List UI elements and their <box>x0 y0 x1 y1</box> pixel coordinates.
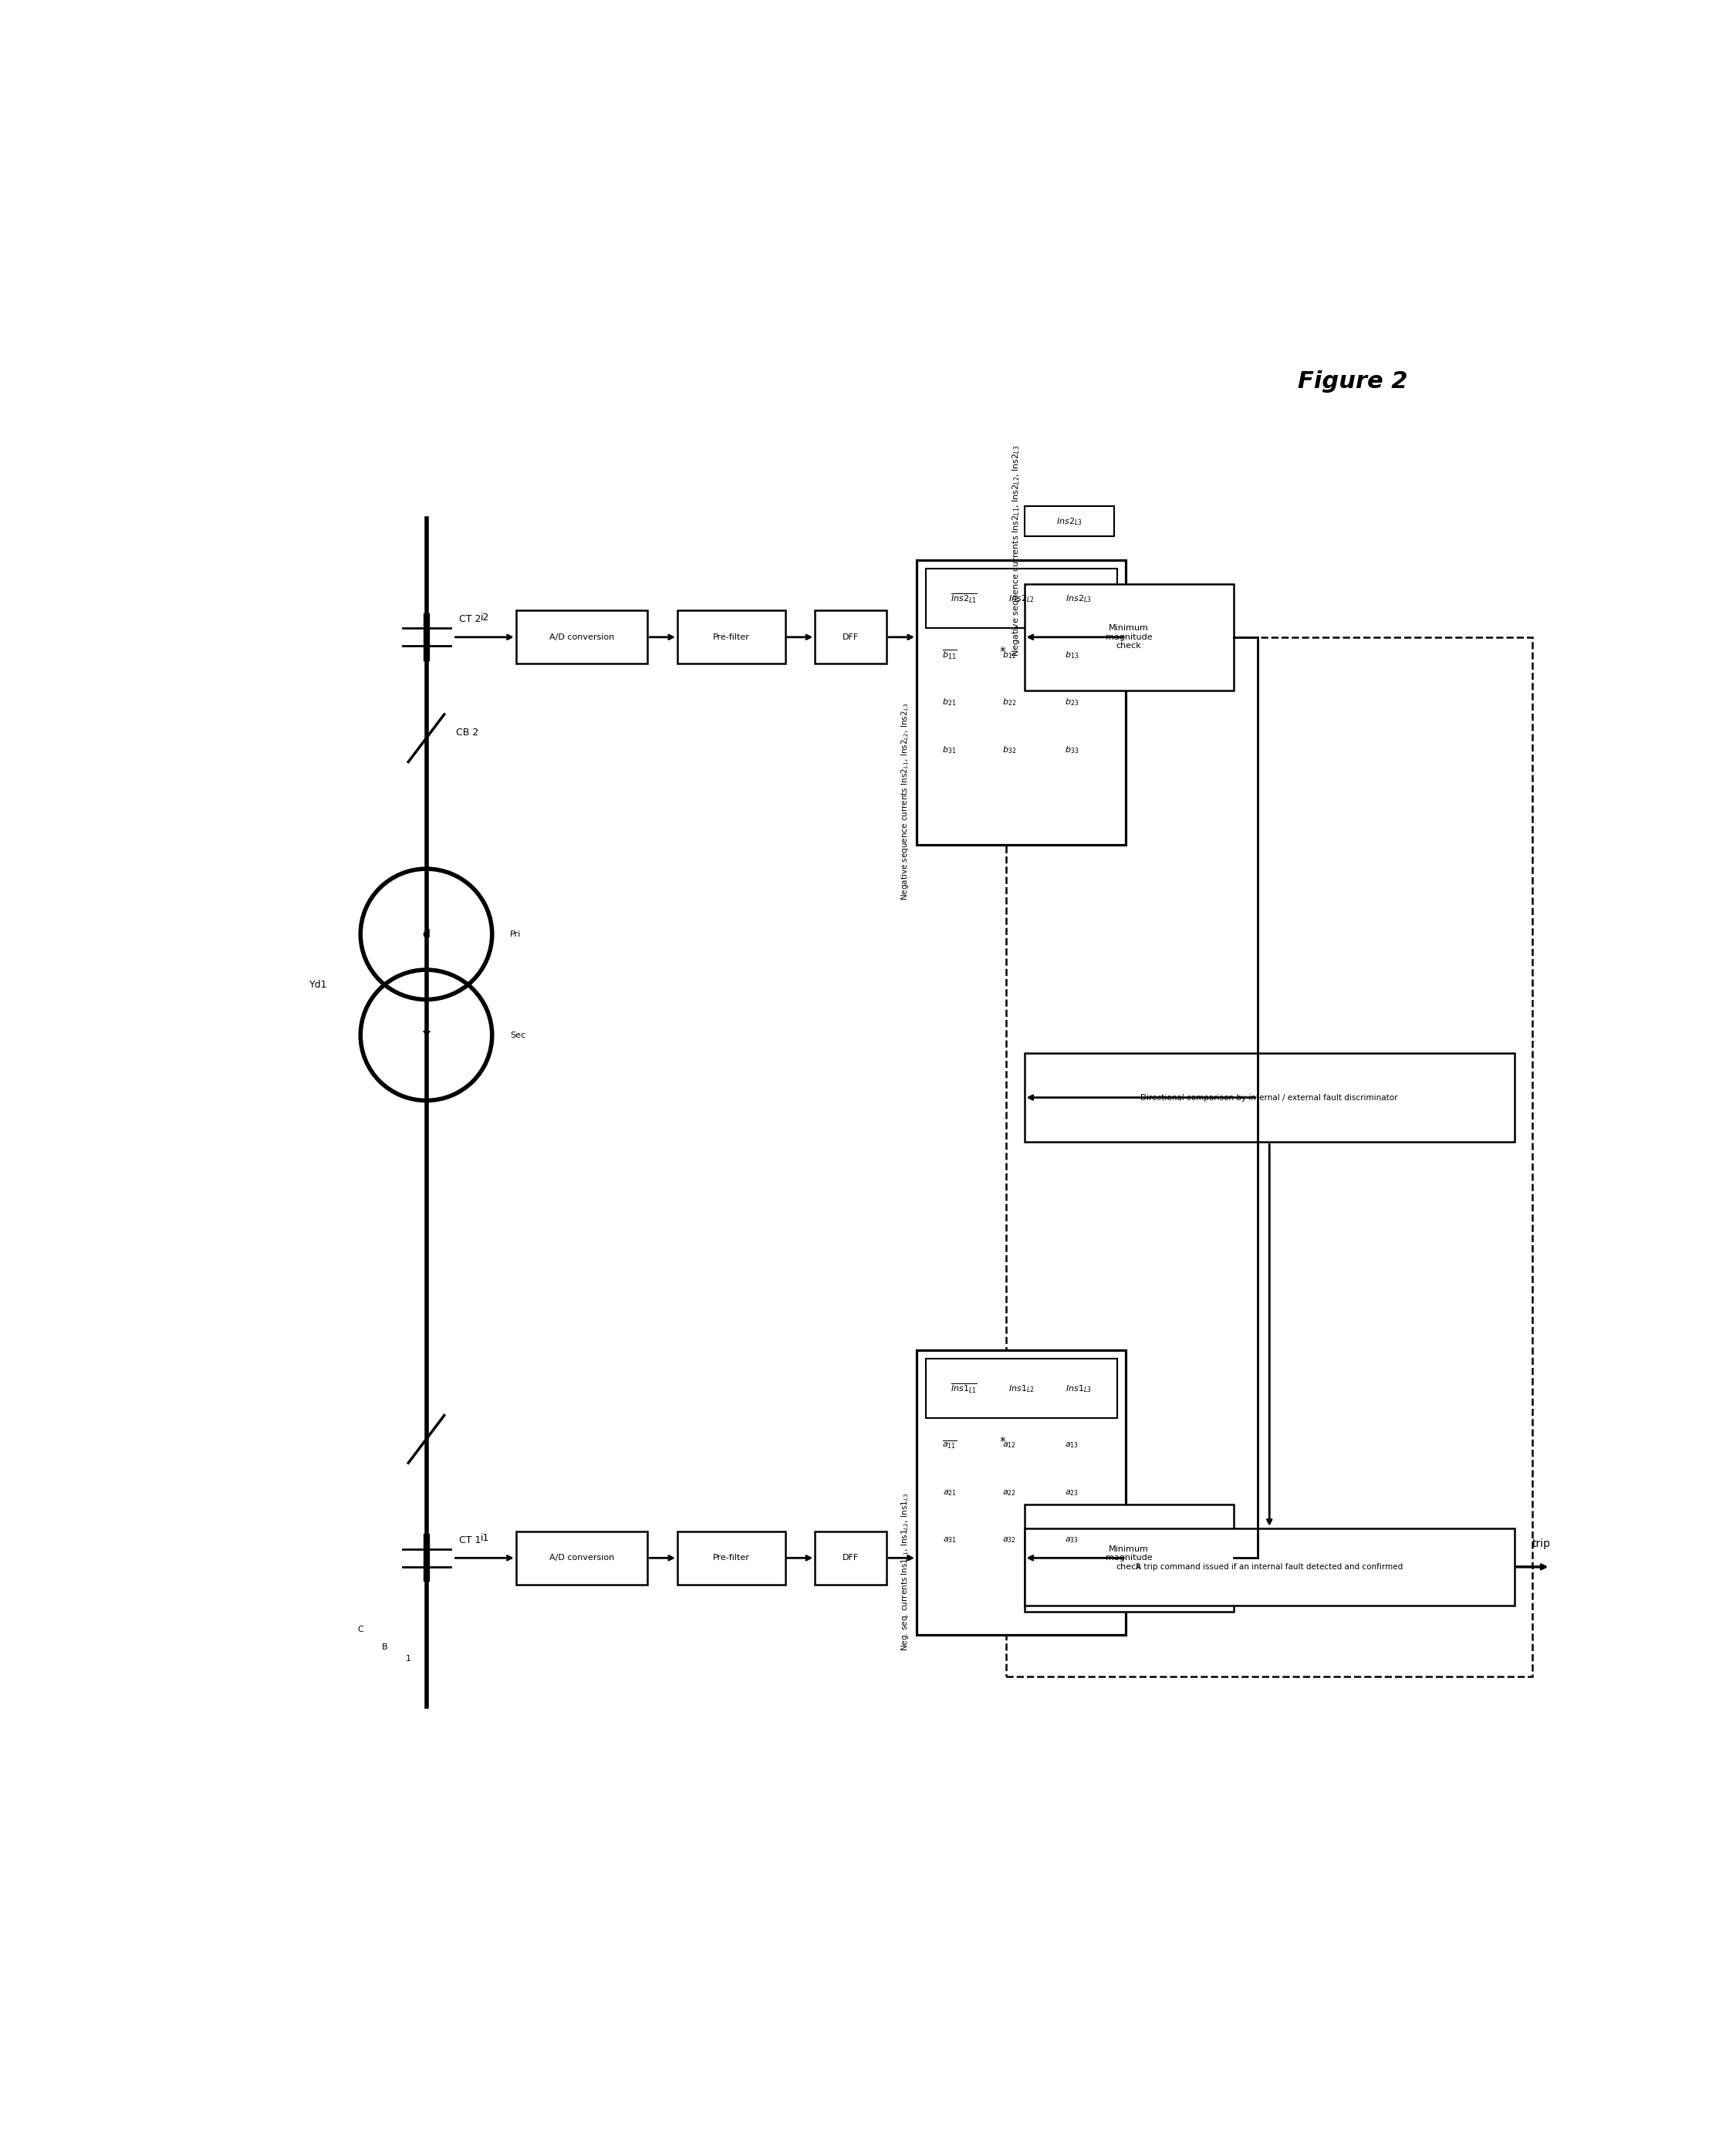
Bar <box>677 611 785 665</box>
Bar <box>814 1532 887 1585</box>
Bar <box>1024 583 1234 690</box>
Text: $Ins2_{L3}$: $Ins2_{L3}$ <box>1066 594 1092 604</box>
Text: A/D conversion: A/D conversion <box>549 632 615 641</box>
Bar <box>677 1532 785 1585</box>
Bar <box>917 559 1127 845</box>
Text: CB 2: CB 2 <box>457 727 479 738</box>
Bar <box>516 1532 648 1585</box>
Text: Pre-filter: Pre-filter <box>713 1553 750 1562</box>
Text: $a_{12}$: $a_{12}$ <box>1002 1441 1016 1450</box>
Bar <box>1024 1054 1514 1142</box>
Text: C: C <box>358 1626 363 1633</box>
Bar <box>1007 637 1533 1678</box>
Text: $a_{22}$: $a_{22}$ <box>1002 1488 1016 1497</box>
Text: DFF: DFF <box>842 632 859 641</box>
Text: trip: trip <box>1531 1538 1550 1549</box>
Text: *: * <box>1000 645 1005 658</box>
Text: CT 2: CT 2 <box>458 615 481 624</box>
Bar <box>1024 1527 1514 1605</box>
Text: $b_{21}$: $b_{21}$ <box>943 697 957 708</box>
Text: $b_{13}$: $b_{13}$ <box>1064 650 1080 660</box>
Text: $b_{31}$: $b_{31}$ <box>943 744 957 755</box>
Text: $b_{23}$: $b_{23}$ <box>1064 697 1080 708</box>
Text: Neg. seq. currents Ins1$_{L1}$, Ins1$_{L2}$, Ins1$_{L3}$: Neg. seq. currents Ins1$_{L1}$, Ins1$_{L… <box>899 1493 910 1652</box>
Text: A/D conversion: A/D conversion <box>549 1553 615 1562</box>
Text: $\overline{b_{11}}$: $\overline{b_{11}}$ <box>943 650 957 660</box>
Bar <box>917 1351 1127 1635</box>
Text: $a_{33}$: $a_{33}$ <box>1066 1536 1080 1544</box>
Bar <box>925 1359 1116 1418</box>
Bar <box>1024 1504 1234 1611</box>
Bar <box>1024 505 1115 536</box>
Text: $Ins2_{L2}$: $Ins2_{L2}$ <box>1009 594 1035 604</box>
Text: B: B <box>382 1643 387 1652</box>
Text: Directional comparison by internal / external fault discriminator: Directional comparison by internal / ext… <box>1141 1093 1397 1101</box>
Text: i2: i2 <box>481 613 490 622</box>
Text: $a_{23}$: $a_{23}$ <box>1066 1488 1080 1497</box>
Text: $b_{22}$: $b_{22}$ <box>1002 697 1016 708</box>
Text: DFF: DFF <box>842 1553 859 1562</box>
Text: $b_{32}$: $b_{32}$ <box>1002 744 1016 755</box>
Text: $Ins1_{L3}$: $Ins1_{L3}$ <box>1066 1383 1092 1394</box>
Text: $a_{32}$: $a_{32}$ <box>1002 1536 1016 1544</box>
Text: $a_{21}$: $a_{21}$ <box>943 1488 957 1497</box>
Text: $\overline{a_{11}}$: $\overline{a_{11}}$ <box>943 1439 957 1450</box>
Text: Negative sequence currents Ins2$_{L1}$, Ins2$_{L2}$, Ins2$_{L3}$: Negative sequence currents Ins2$_{L1}$, … <box>899 703 910 899</box>
Text: d: d <box>422 929 431 940</box>
Bar <box>925 568 1116 628</box>
Text: Minimum
magnitude
check: Minimum magnitude check <box>1106 1544 1153 1570</box>
Text: $\overline{Ins1_{L1}}$: $\overline{Ins1_{L1}}$ <box>950 1383 977 1396</box>
Text: $Ins1_{L2}$: $Ins1_{L2}$ <box>1009 1383 1035 1394</box>
Text: *: * <box>1000 1437 1005 1448</box>
Bar <box>516 611 648 665</box>
Text: $b_{12}$: $b_{12}$ <box>1002 650 1016 660</box>
Text: A trip command issued if an internal fault detected and confirmed: A trip command issued if an internal fau… <box>1135 1564 1403 1570</box>
Bar <box>814 611 887 665</box>
Text: Sec: Sec <box>510 1030 526 1039</box>
Text: $a_{13}$: $a_{13}$ <box>1066 1441 1080 1450</box>
Text: Yd1: Yd1 <box>309 979 328 989</box>
Text: Pre-filter: Pre-filter <box>713 632 750 641</box>
Text: 1: 1 <box>406 1654 411 1663</box>
Text: $b_{33}$: $b_{33}$ <box>1064 744 1080 755</box>
Text: $\overline{Ins2_{L1}}$: $\overline{Ins2_{L1}}$ <box>950 592 977 604</box>
Text: $Ins2_{L3}$: $Ins2_{L3}$ <box>1055 516 1082 527</box>
Text: Pri: Pri <box>510 931 521 938</box>
Text: Figure 2: Figure 2 <box>1299 370 1408 394</box>
Text: Y: Y <box>422 1030 431 1041</box>
Text: Negative sequence currents Ins2$_{L1}$, Ins2$_{L2}$, Ins2$_{L3}$: Negative sequence currents Ins2$_{L1}$, … <box>1010 445 1021 656</box>
Text: $a_{31}$: $a_{31}$ <box>943 1536 957 1544</box>
Text: CT 1: CT 1 <box>458 1536 481 1544</box>
Text: Minimum
magnitude
check: Minimum magnitude check <box>1106 624 1153 650</box>
Text: i1: i1 <box>481 1534 490 1542</box>
